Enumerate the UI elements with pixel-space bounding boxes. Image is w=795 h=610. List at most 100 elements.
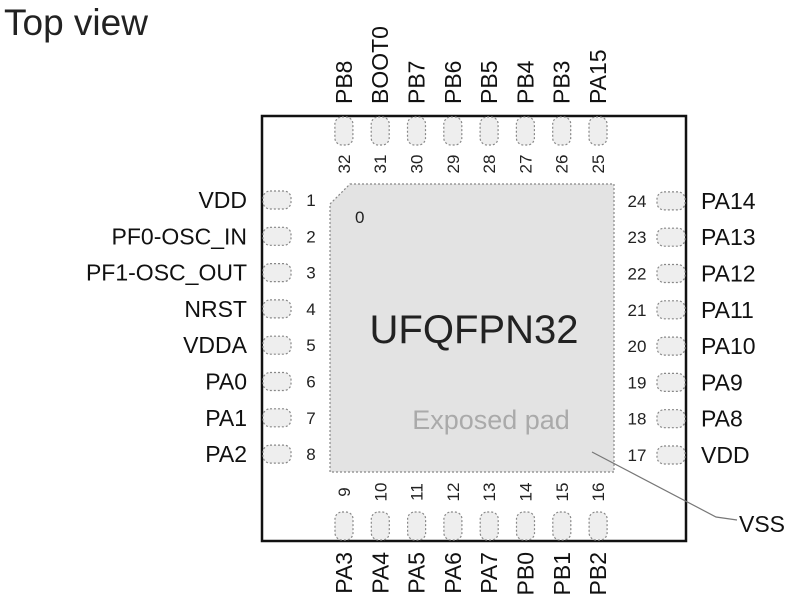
pin-number-24: 24 — [628, 192, 647, 211]
pin-label-18: PA8 — [701, 406, 743, 432]
pins-layer: 1 VDD 2 PF0-OSC_IN 3 PF1-OSC_OUT 4 NRST 5 VDDA 6 PA… — [86, 26, 756, 595]
pin-pad-28 — [479, 116, 499, 146]
pin-label-21: PA11 — [701, 297, 754, 323]
pin-number-6: 6 — [306, 373, 315, 392]
pin-pad-11 — [407, 511, 427, 541]
pin-pad-3 — [262, 263, 292, 283]
pin-number-23: 23 — [628, 228, 647, 247]
pin-number-19: 19 — [628, 373, 647, 392]
pin-number-28: 28 — [480, 155, 499, 174]
pin-pad-8 — [262, 444, 292, 464]
pin-label-17: VDD — [701, 442, 750, 468]
pin-pad-1 — [262, 190, 292, 210]
pin-label-31: BOOT0 — [367, 26, 393, 104]
pin-pad-10 — [370, 511, 390, 541]
pin-pad-2 — [262, 226, 292, 246]
pin-label-25: PA15 — [585, 49, 611, 104]
pin-pad-12 — [443, 511, 463, 541]
pin-pad-20 — [656, 336, 686, 356]
pin-number-16: 16 — [589, 483, 608, 502]
vss-label: VSS — [739, 511, 785, 537]
pin-pad-25 — [588, 116, 608, 146]
pin-pad-30 — [406, 116, 427, 146]
package-name: UFQFPN32 — [370, 308, 579, 352]
pin-number-8: 8 — [306, 445, 315, 464]
pin-pad-13 — [479, 511, 499, 541]
pin-number-10: 10 — [371, 483, 390, 502]
pin-label-16: PB2 — [585, 552, 611, 595]
pin-pad-7 — [262, 408, 292, 428]
pin-label-8: PA2 — [205, 441, 247, 467]
pin-label-28: PB5 — [476, 61, 502, 104]
pin-label-26: PB3 — [549, 61, 575, 104]
pin-pad-21 — [656, 300, 686, 320]
pin-pad-29 — [443, 116, 463, 146]
pin-number-26: 26 — [553, 155, 572, 174]
pin-label-2: PF0-OSC_IN — [112, 223, 247, 249]
pin-number-22: 22 — [628, 265, 647, 284]
pin-label-24: PA14 — [701, 188, 756, 214]
pin-number-32: 32 — [335, 155, 354, 174]
pin-number-15: 15 — [553, 483, 572, 502]
pin-number-5: 5 — [306, 336, 315, 355]
pin-pad-9 — [334, 511, 354, 541]
pin-number-21: 21 — [628, 301, 647, 320]
pin-number-27: 27 — [516, 155, 535, 174]
pin-pad-24 — [656, 191, 686, 211]
pin-label-23: PA13 — [701, 224, 756, 250]
pin-label-12: PA6 — [440, 552, 466, 594]
pin-number-30: 30 — [408, 155, 427, 174]
pin-pad-27 — [515, 116, 536, 146]
pin-label-15: PB1 — [549, 552, 575, 595]
pin-label-7: PA1 — [205, 405, 247, 431]
pin1-marker: 0 — [355, 208, 364, 227]
pin-number-7: 7 — [306, 409, 315, 428]
exposed-pad-label: Exposed pad — [412, 405, 570, 435]
pin-pad-18 — [656, 409, 686, 429]
pin-label-10: PA4 — [367, 552, 393, 594]
pin-number-14: 14 — [517, 483, 536, 502]
pin-label-29: PB6 — [440, 61, 466, 104]
pin-label-22: PA12 — [701, 261, 756, 287]
pin-number-29: 29 — [444, 155, 463, 174]
pin-number-13: 13 — [480, 483, 499, 502]
pin-number-12: 12 — [444, 483, 463, 502]
pin-pad-4 — [262, 299, 292, 319]
pin-number-17: 17 — [628, 446, 647, 465]
pin-number-3: 3 — [306, 264, 315, 283]
pin-label-1: VDD — [198, 187, 247, 213]
pin-number-20: 20 — [628, 337, 647, 356]
pin-number-18: 18 — [628, 410, 647, 429]
pin-label-19: PA9 — [701, 369, 743, 395]
pin-pad-17 — [656, 445, 686, 465]
pin-pad-22 — [656, 263, 686, 284]
pin-pad-15 — [552, 511, 572, 541]
pin-number-1: 1 — [306, 191, 315, 210]
pin-label-27: PB4 — [512, 60, 538, 104]
pin-number-31: 31 — [371, 155, 390, 174]
pin-pad-5 — [262, 335, 292, 355]
pin-number-11: 11 — [408, 483, 427, 501]
pin-label-3: PF1-OSC_OUT — [86, 260, 247, 286]
pin-number-2: 2 — [306, 227, 315, 246]
pin-pad-16 — [588, 511, 608, 541]
view-title: Top view — [4, 2, 148, 43]
exposed-pad — [329, 183, 615, 473]
pin-number-4: 4 — [306, 300, 315, 319]
pin-label-6: PA0 — [205, 369, 247, 395]
pin-label-5: VDDA — [183, 332, 248, 358]
pin-pad-6 — [262, 371, 292, 392]
pin-number-9: 9 — [335, 487, 354, 496]
pin-pad-32 — [334, 116, 354, 146]
pin-pad-26 — [552, 116, 572, 146]
pin-label-11: PA5 — [404, 552, 430, 594]
pin-label-30: PB7 — [404, 61, 430, 104]
pin-label-13: PA7 — [476, 552, 502, 594]
pin-number-25: 25 — [589, 155, 608, 174]
pin-label-32: PB8 — [331, 61, 357, 104]
pin-label-9: PA3 — [331, 552, 357, 594]
pin-pad-23 — [656, 227, 686, 247]
pin-label-20: PA10 — [701, 333, 756, 359]
vss-leader-line — [591, 451, 738, 521]
